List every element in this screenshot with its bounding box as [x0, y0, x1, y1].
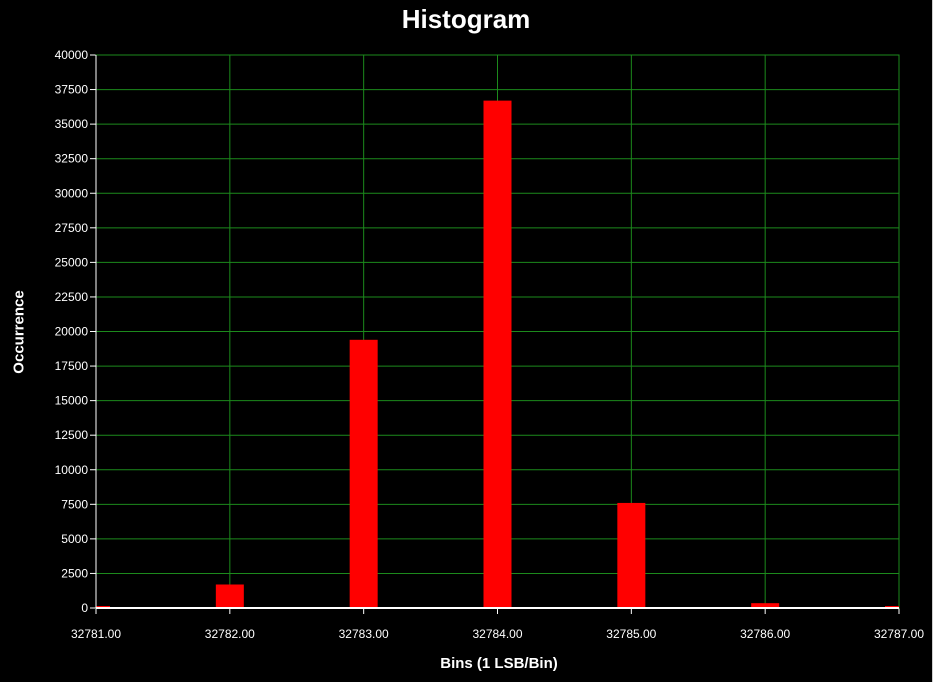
y-tick-label: 30000 — [55, 186, 89, 200]
x-tick-label: 32782.00 — [205, 627, 255, 641]
chart-title: Histogram — [401, 4, 531, 34]
x-tick-label: 32787.00 — [874, 627, 924, 641]
histogram-bar — [215, 584, 244, 608]
y-tick-label: 5000 — [61, 532, 88, 546]
x-tick-label: 32781.00 — [71, 627, 121, 641]
y-tick-label: 17500 — [55, 359, 89, 373]
x-tick-label: 32784.00 — [472, 627, 522, 641]
y-tick-label: 32500 — [55, 152, 89, 166]
y-tick-label: 7500 — [61, 497, 88, 511]
y-tick-label: 25000 — [55, 255, 89, 269]
y-tick-label: 12500 — [55, 428, 89, 442]
y-tick-label: 37500 — [55, 83, 89, 97]
histogram-bar — [349, 339, 378, 608]
y-tick-label: 15000 — [55, 394, 89, 408]
histogram-bar — [751, 603, 780, 608]
x-axis-label: Bins (1 LSB/Bin) — [440, 655, 558, 672]
x-tick-label: 32785.00 — [606, 627, 656, 641]
y-tick-label: 0 — [81, 601, 88, 615]
y-tick-label: 22500 — [55, 290, 89, 304]
y-tick-label: 10000 — [55, 463, 89, 477]
y-tick-label: 27500 — [55, 221, 89, 235]
y-tick-label: 20000 — [55, 325, 89, 339]
y-tick-label: 2500 — [61, 566, 88, 580]
y-tick-label: 35000 — [55, 117, 89, 131]
x-tick-label: 32786.00 — [740, 627, 790, 641]
histogram-bar — [617, 502, 646, 608]
y-tick-label: 40000 — [55, 48, 89, 62]
histogram-bar — [483, 100, 512, 608]
x-tick-label: 32783.00 — [339, 627, 389, 641]
